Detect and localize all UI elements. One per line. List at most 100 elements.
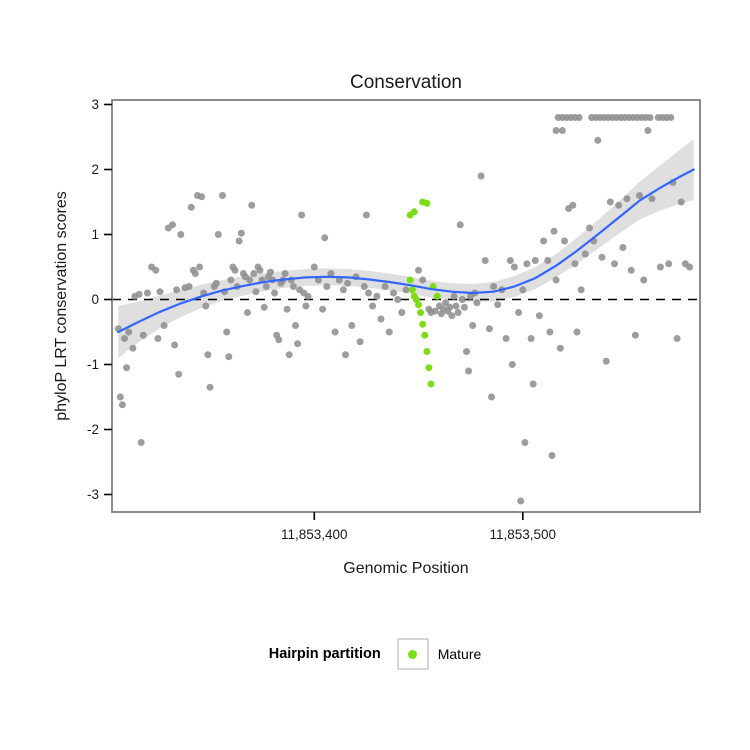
data-point-other xyxy=(463,348,470,355)
data-point-other xyxy=(415,266,422,274)
data-point-other xyxy=(302,302,310,310)
data-point-other xyxy=(248,201,256,209)
data-point-other xyxy=(139,331,147,339)
data-point-other xyxy=(292,322,299,329)
data-point-other xyxy=(571,260,579,268)
data-point-other xyxy=(156,288,164,296)
data-point-other xyxy=(515,309,523,316)
data-point-other xyxy=(227,276,235,284)
data-point-other xyxy=(319,305,327,313)
data-point-other xyxy=(460,303,468,311)
data-point-other xyxy=(573,328,581,336)
data-point-other xyxy=(494,301,502,309)
data-point-other xyxy=(569,201,577,209)
data-point-other xyxy=(373,292,381,300)
data-point-other xyxy=(544,257,552,264)
data-point-mature xyxy=(427,380,435,388)
data-point-other xyxy=(225,353,233,361)
data-point-other xyxy=(169,221,176,229)
data-point-other xyxy=(143,289,151,297)
data-point-other xyxy=(648,195,656,203)
data-point-other xyxy=(121,335,128,342)
data-point-other xyxy=(177,231,185,238)
data-point-other xyxy=(377,315,385,323)
data-point-other xyxy=(452,302,460,310)
data-point-other xyxy=(575,114,583,121)
data-point-other xyxy=(235,237,243,245)
data-point-other xyxy=(369,302,377,310)
data-point-other xyxy=(116,393,124,401)
points-other xyxy=(114,114,694,505)
data-point-other xyxy=(137,439,145,446)
data-point-other xyxy=(529,380,537,388)
data-point-mature xyxy=(417,309,425,316)
data-point-other xyxy=(646,114,654,121)
data-point-other xyxy=(381,283,389,290)
data-point-other xyxy=(348,322,356,329)
data-point-other xyxy=(636,192,643,199)
data-point-other xyxy=(310,263,318,271)
data-point-other xyxy=(191,270,199,277)
data-point-mature xyxy=(421,331,429,339)
data-point-other xyxy=(552,127,560,134)
data-point-other xyxy=(304,292,312,300)
data-point-other xyxy=(344,279,352,287)
data-point-other xyxy=(402,286,410,294)
data-point-other xyxy=(285,351,293,359)
data-point-other xyxy=(244,309,251,316)
data-point-other xyxy=(342,351,349,359)
data-point-other xyxy=(260,303,268,311)
mature-swatch-icon xyxy=(408,649,418,659)
data-point-mature xyxy=(410,208,418,216)
data-point-other xyxy=(160,322,168,329)
data-point-other xyxy=(256,266,264,274)
data-point-other xyxy=(473,299,481,307)
data-point-other xyxy=(602,357,610,365)
data-point-other xyxy=(314,276,322,284)
data-point-other xyxy=(135,290,143,298)
data-point-mature xyxy=(419,320,427,328)
data-point-other xyxy=(540,237,548,245)
data-point-other xyxy=(212,279,220,287)
data-point-other xyxy=(204,351,212,359)
data-point-other xyxy=(271,289,279,297)
data-point-other xyxy=(281,270,289,277)
data-point-other xyxy=(365,289,372,297)
data-point-other xyxy=(508,361,516,368)
data-point-other xyxy=(465,367,473,375)
data-point-other xyxy=(187,203,195,211)
data-point-other xyxy=(450,292,458,300)
y-tick-label: -1 xyxy=(87,357,99,372)
data-point-mature xyxy=(423,348,431,355)
data-point-mature xyxy=(423,199,431,207)
y-tick-label: 0 xyxy=(91,292,99,307)
data-point-other xyxy=(627,266,635,274)
y-tick-label: 3 xyxy=(91,97,99,112)
data-point-other xyxy=(561,237,568,245)
data-point-other xyxy=(152,266,160,274)
data-point-other xyxy=(123,364,131,372)
data-point-other xyxy=(586,224,593,232)
data-point-other xyxy=(454,309,462,316)
data-point-other xyxy=(481,257,489,264)
data-point-other xyxy=(517,497,525,505)
data-point-other xyxy=(331,328,339,336)
data-point-other xyxy=(546,328,554,336)
data-point-other xyxy=(275,336,283,344)
data-point-other xyxy=(118,401,126,409)
data-point-other xyxy=(394,296,402,303)
data-point-other xyxy=(339,286,347,294)
data-point-other xyxy=(577,286,585,294)
data-point-other xyxy=(267,268,274,276)
x-axis-title: Genomic Position xyxy=(343,560,469,577)
data-point-other xyxy=(535,312,543,320)
data-point-other xyxy=(519,286,527,294)
data-point-other xyxy=(185,283,193,290)
data-point-other xyxy=(558,127,566,134)
data-point-other xyxy=(548,452,556,459)
data-point-other xyxy=(598,253,606,261)
data-point-other xyxy=(477,172,485,180)
data-point-other xyxy=(294,340,302,348)
data-point-other xyxy=(362,211,370,219)
